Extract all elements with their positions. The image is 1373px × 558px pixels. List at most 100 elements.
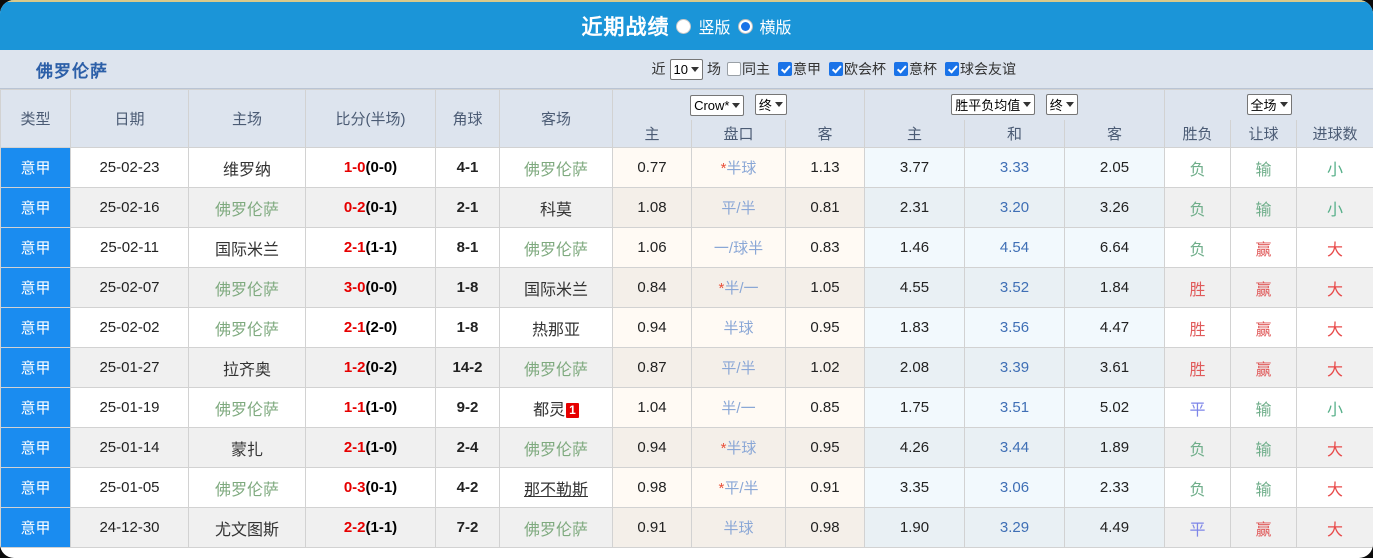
cell-type: 意甲 [0,427,71,468]
european-select[interactable]: 胜平负均值 [951,94,1036,116]
cell-odds-away: 1.05 [785,267,865,308]
table-row[interactable]: 意甲 24-12-30 尤文图斯 2-2(1-1) 7-2 佛罗伦萨 0.91 半球 0.98 1… [0,507,1373,548]
cell-home-team[interactable]: 国际米兰 [188,227,306,268]
table-row[interactable]: 意甲 25-01-27 拉齐奥 1-2(0-2) 14-2 佛罗伦萨 0.87 平/半 1.02… [0,347,1373,388]
conference-checkbox-icon[interactable] [829,62,843,76]
cell-odds-home: 0.84 [612,267,692,308]
cell-result-handicap: 赢 [1230,227,1298,268]
cell-score[interactable]: 2-1(1-0) [305,427,436,468]
cell-type: 意甲 [0,187,71,228]
col-eur-draw: 和 [964,119,1065,148]
table-row[interactable]: 意甲 25-01-19 佛罗伦萨 1-1(1-0) 9-2 都灵 1 1.04 半/一 0.85 1… [0,387,1373,428]
cell-result-handicap: 输 [1230,387,1298,428]
cell-score[interactable]: 0-3(0-1) [305,467,436,508]
col-odds-away: 客 [785,119,865,148]
col-odds-home: 主 [612,119,692,148]
cell-odds-away: 1.02 [785,347,865,388]
seriea-checkbox-icon[interactable] [778,62,792,76]
friendly-checkbox-icon[interactable] [945,62,959,76]
cell-date: 25-02-23 [70,147,189,188]
radio-horizontal-view[interactable] [737,18,753,34]
cell-away-team[interactable]: 佛罗伦萨 [499,227,613,268]
cell-odds-handicap: *半球 [691,147,786,188]
checkbox-competition-coppa[interactable]: 意杯 [894,59,939,79]
cell-home-team[interactable]: 佛罗伦萨 [188,307,306,348]
cell-score[interactable]: 0-2(0-1) [305,187,436,228]
european-stage-select[interactable]: 终 [1045,94,1078,116]
cell-score[interactable]: 1-1(1-0) [305,387,436,428]
cell-result-wdl: 负 [1164,427,1232,468]
cell-home-team[interactable]: 佛罗伦萨 [188,387,306,428]
cell-result-handicap: 输 [1230,467,1298,508]
cell-odds-handicap: 平/半 [691,187,786,228]
cell-score[interactable]: 2-2(1-1) [305,507,436,548]
cell-home-team[interactable]: 尤文图斯 [188,507,306,548]
table-row[interactable]: 意甲 25-01-05 佛罗伦萨 0-3(0-1) 4-2 那不勒斯 0.98 *平/半 0.9… [0,467,1373,508]
cell-home-team[interactable]: 佛罗伦萨 [188,267,306,308]
cell-score[interactable]: 2-1(2-0) [305,307,436,348]
cell-score[interactable]: 1-0(0-0) [305,147,436,188]
checkbox-competition-conference[interactable]: 欧会杯 [829,59,888,79]
cell-score[interactable]: 3-0(0-0) [305,267,436,308]
coppa-checkbox-icon[interactable] [894,62,908,76]
cell-away-team[interactable]: 佛罗伦萨 [499,507,613,548]
odds-stage-select[interactable]: 终 [754,93,787,115]
cell-result-handicap: 赢 [1230,267,1298,308]
cell-home-team[interactable]: 拉齐奥 [188,347,306,388]
cell-home-team[interactable]: 维罗纳 [188,147,306,188]
same-home-checkbox-icon[interactable] [727,62,741,76]
cell-away-team[interactable]: 都灵 1 [499,387,613,428]
chevron-down-icon [1279,102,1288,108]
cell-date: 25-02-11 [70,227,189,268]
cell-score[interactable]: 1-2(0-2) [305,347,436,388]
cell-away-team[interactable]: 佛罗伦萨 [499,427,613,468]
cell-date: 25-01-19 [70,387,189,428]
cell-result-wdl: 负 [1164,227,1232,268]
cell-away-team[interactable]: 国际米兰 [499,267,613,308]
chevron-down-icon [1023,102,1032,108]
cell-away-team[interactable]: 佛罗伦萨 [499,347,613,388]
cell-type: 意甲 [0,267,71,308]
radio-vertical-view[interactable] [676,18,692,34]
checkbox-competition-friendly[interactable]: 球会友谊 [945,59,1018,79]
cell-result-handicap: 输 [1230,187,1298,228]
cell-away-team[interactable]: 科莫 [499,187,613,228]
european-stage-value: 终 [1049,98,1063,114]
table-row[interactable]: 意甲 25-02-07 佛罗伦萨 3-0(0-0) 1-8 国际米兰 0.84 *半/一 1.0… [0,267,1373,308]
recent-count-select[interactable]: 10 [669,58,703,80]
cell-away-team[interactable]: 那不勒斯 [499,467,613,508]
cell-eur-away: 1.89 [1063,427,1166,468]
table-row[interactable]: 意甲 25-01-14 蒙扎 2-1(1-0) 2-4 佛罗伦萨 0.94 *半球 0.95 4.… [0,427,1373,468]
cell-away-team[interactable]: 佛罗伦萨 [499,147,613,188]
cell-result-goals: 大 [1296,267,1373,308]
cell-eur-draw: 3.29 [964,507,1065,548]
bookmaker-select[interactable]: Crow* [690,94,745,116]
cell-corner: 1-8 [435,307,500,348]
table-row[interactable]: 意甲 25-02-23 维罗纳 1-0(0-0) 4-1 佛罗伦萨 0.77 *半球 1.13 3… [0,147,1373,188]
cell-eur-home: 1.46 [864,227,965,268]
table-row[interactable]: 意甲 25-02-11 国际米兰 2-1(1-1) 8-1 佛罗伦萨 1.06 一/球半 0.8… [0,227,1373,268]
col-result-goals: 进球数 [1296,119,1373,148]
scope-select[interactable]: 全场 [1246,94,1292,116]
table-row[interactable]: 意甲 25-02-02 佛罗伦萨 2-1(2-0) 1-8 热那亚 0.94 半球 0.95 1.… [0,307,1373,348]
cell-odds-away: 0.95 [785,427,865,468]
cell-result-handicap: 赢 [1230,347,1298,388]
cell-home-team[interactable]: 佛罗伦萨 [188,187,306,228]
checkbox-competition-seriea[interactable]: 意甲 [778,59,823,79]
cell-away-team[interactable]: 热那亚 [499,307,613,348]
cell-eur-draw: 3.06 [964,467,1065,508]
cell-type: 意甲 [0,307,71,348]
title-bar: 近期战绩 竖版 横版 [0,0,1373,50]
radio-vertical-view-label[interactable]: 竖版 [698,20,731,37]
radio-horizontal-view-label[interactable]: 横版 [759,20,792,37]
cell-result-wdl: 负 [1164,467,1232,508]
cell-result-goals: 大 [1296,507,1373,548]
cell-home-team[interactable]: 蒙扎 [188,427,306,468]
cell-score[interactable]: 2-1(1-1) [305,227,436,268]
cell-odds-home: 1.06 [612,227,692,268]
cell-result-handicap: 输 [1230,427,1298,468]
cell-home-team[interactable]: 佛罗伦萨 [188,467,306,508]
checkbox-same-home[interactable]: 同主 [727,59,772,79]
recent-prefix-label: 近 [651,61,666,77]
table-row[interactable]: 意甲 25-02-16 佛罗伦萨 0-2(0-1) 2-1 科莫 1.08 平/半 0.81 2.… [0,187,1373,228]
